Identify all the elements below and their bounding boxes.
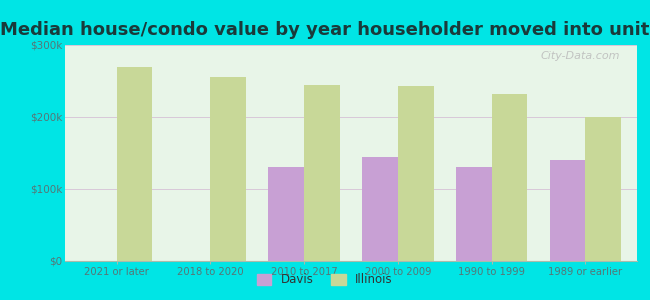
- Text: City-Data.com: City-Data.com: [540, 52, 620, 61]
- Bar: [268, 167, 304, 261]
- Bar: [116, 67, 152, 261]
- Bar: [304, 85, 340, 261]
- Legend: Davis, Illinois: Davis, Illinois: [253, 269, 397, 291]
- Bar: [362, 157, 398, 261]
- Bar: [586, 117, 621, 261]
- Bar: [456, 167, 491, 261]
- Bar: [550, 160, 586, 261]
- Bar: [491, 94, 527, 261]
- Text: Median house/condo value by year householder moved into unit: Median house/condo value by year househo…: [0, 21, 650, 39]
- Bar: [211, 77, 246, 261]
- Bar: [398, 86, 434, 261]
